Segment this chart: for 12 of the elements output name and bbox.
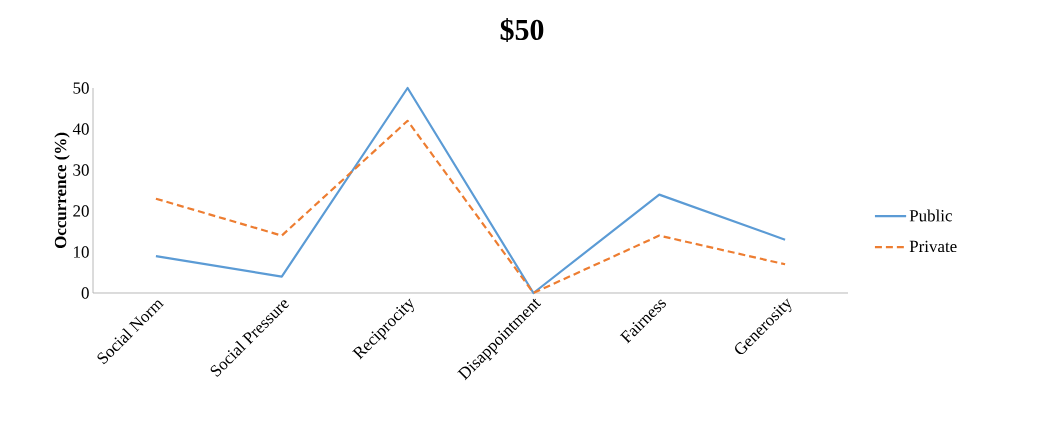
y-tick-label: 20: [73, 205, 89, 217]
y-axis-title: Occurrence (%): [54, 132, 70, 249]
legend-label: Private: [909, 240, 957, 253]
line-series: [154, 119, 787, 295]
y-tick-label: 0: [81, 287, 89, 299]
chart-title: $50: [500, 18, 544, 42]
legend-label: Public: [909, 209, 952, 222]
y-tick-label: 40: [72, 123, 89, 135]
line-series: [154, 86, 787, 295]
y-tick-label: 10: [74, 246, 89, 258]
y-tick-label: 50: [73, 82, 89, 94]
y-tick-label: 30: [73, 164, 89, 176]
